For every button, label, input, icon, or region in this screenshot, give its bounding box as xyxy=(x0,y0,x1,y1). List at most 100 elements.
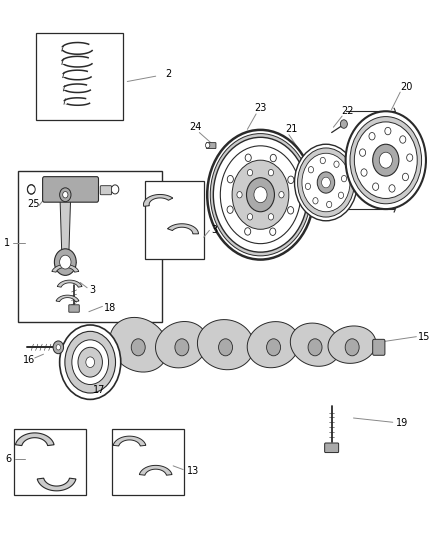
Circle shape xyxy=(245,228,251,235)
Text: 3: 3 xyxy=(89,286,95,295)
Text: 17: 17 xyxy=(93,385,105,395)
Circle shape xyxy=(279,191,284,198)
Text: 6: 6 xyxy=(6,454,12,464)
Circle shape xyxy=(294,144,357,221)
Circle shape xyxy=(56,345,60,350)
Circle shape xyxy=(302,154,350,212)
Bar xyxy=(145,181,204,259)
FancyBboxPatch shape xyxy=(42,176,99,202)
Circle shape xyxy=(320,157,325,164)
Polygon shape xyxy=(60,200,71,255)
Circle shape xyxy=(131,339,145,356)
Circle shape xyxy=(72,340,109,384)
Circle shape xyxy=(334,161,339,167)
Circle shape xyxy=(227,206,233,213)
Circle shape xyxy=(60,325,121,399)
Circle shape xyxy=(175,339,189,356)
Circle shape xyxy=(346,111,426,209)
Text: 13: 13 xyxy=(187,466,199,476)
Circle shape xyxy=(60,255,71,269)
Circle shape xyxy=(400,136,406,143)
Circle shape xyxy=(220,146,300,244)
FancyBboxPatch shape xyxy=(100,185,112,195)
Circle shape xyxy=(54,249,76,276)
Bar xyxy=(14,429,86,495)
Circle shape xyxy=(339,192,343,198)
Circle shape xyxy=(247,214,253,220)
Circle shape xyxy=(373,144,399,176)
Circle shape xyxy=(297,148,354,217)
Circle shape xyxy=(247,169,253,176)
Polygon shape xyxy=(15,433,54,446)
Bar xyxy=(112,429,184,495)
Circle shape xyxy=(232,160,289,229)
Polygon shape xyxy=(155,321,208,368)
Circle shape xyxy=(237,191,242,198)
Text: 16: 16 xyxy=(23,354,35,365)
Circle shape xyxy=(288,207,293,214)
Polygon shape xyxy=(37,478,76,491)
Text: 21: 21 xyxy=(285,124,297,134)
Circle shape xyxy=(360,149,366,156)
Circle shape xyxy=(313,198,318,204)
Circle shape xyxy=(254,187,267,203)
Circle shape xyxy=(403,173,409,181)
Polygon shape xyxy=(110,318,168,372)
Text: 25: 25 xyxy=(27,199,40,209)
Text: 2: 2 xyxy=(166,69,172,79)
Circle shape xyxy=(213,138,307,252)
Circle shape xyxy=(406,154,413,161)
FancyBboxPatch shape xyxy=(373,340,385,356)
Polygon shape xyxy=(52,264,79,272)
Circle shape xyxy=(65,332,116,393)
Circle shape xyxy=(78,348,102,377)
Circle shape xyxy=(267,339,281,356)
Text: 3: 3 xyxy=(212,225,218,236)
Circle shape xyxy=(354,122,417,198)
Circle shape xyxy=(205,143,210,148)
Polygon shape xyxy=(167,224,198,234)
Circle shape xyxy=(268,169,274,176)
Polygon shape xyxy=(247,321,299,368)
Text: 19: 19 xyxy=(396,418,409,429)
Text: 18: 18 xyxy=(104,303,116,313)
Circle shape xyxy=(340,120,347,128)
Circle shape xyxy=(63,191,68,198)
Text: 23: 23 xyxy=(254,103,267,113)
Circle shape xyxy=(327,201,332,208)
Polygon shape xyxy=(57,280,82,287)
Circle shape xyxy=(350,117,422,204)
Circle shape xyxy=(379,152,392,168)
Circle shape xyxy=(308,166,314,173)
Circle shape xyxy=(373,183,379,190)
Circle shape xyxy=(53,341,64,354)
Circle shape xyxy=(86,357,95,368)
Text: 24: 24 xyxy=(189,122,201,132)
Polygon shape xyxy=(139,465,172,475)
Circle shape xyxy=(219,339,233,356)
Circle shape xyxy=(270,228,276,236)
FancyBboxPatch shape xyxy=(69,305,79,312)
Circle shape xyxy=(270,155,276,161)
Circle shape xyxy=(268,214,274,220)
Circle shape xyxy=(361,169,367,176)
Circle shape xyxy=(345,339,359,356)
Text: 15: 15 xyxy=(418,332,431,342)
Circle shape xyxy=(341,175,346,182)
Circle shape xyxy=(210,134,311,256)
Circle shape xyxy=(207,130,314,260)
Circle shape xyxy=(60,188,71,201)
Text: 1: 1 xyxy=(4,238,11,247)
Circle shape xyxy=(389,185,395,192)
FancyBboxPatch shape xyxy=(206,143,216,149)
Text: 20: 20 xyxy=(401,82,413,92)
Circle shape xyxy=(247,177,275,212)
FancyBboxPatch shape xyxy=(325,443,339,453)
Circle shape xyxy=(385,127,391,135)
Polygon shape xyxy=(56,295,79,302)
Text: 22: 22 xyxy=(342,106,354,116)
Circle shape xyxy=(321,177,330,188)
Circle shape xyxy=(305,183,311,190)
Polygon shape xyxy=(290,323,341,366)
Bar xyxy=(18,171,162,322)
